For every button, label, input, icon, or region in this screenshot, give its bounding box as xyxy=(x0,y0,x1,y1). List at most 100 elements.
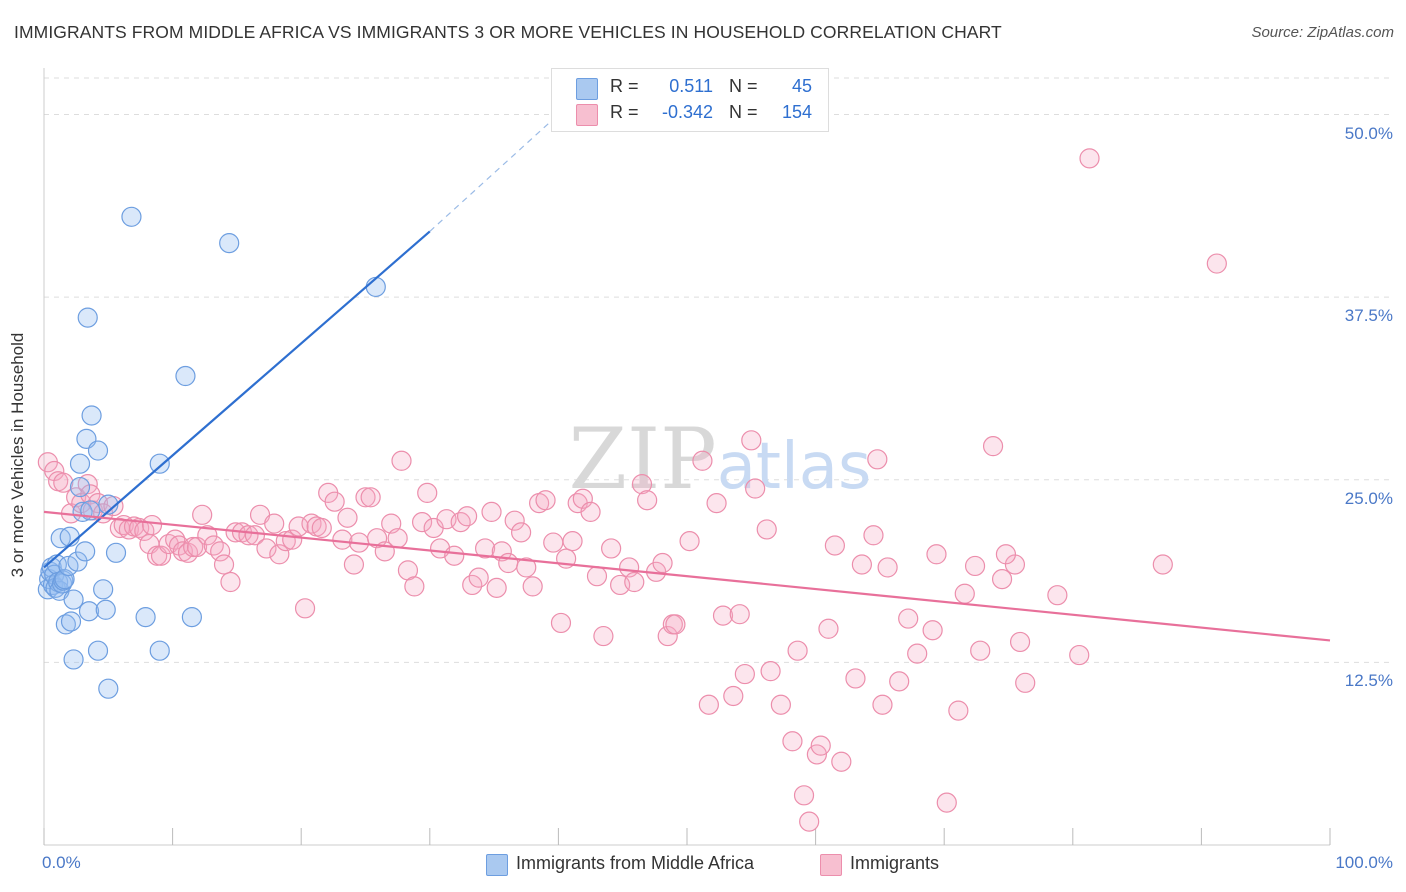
data-point-immigrants xyxy=(404,576,425,597)
data-point-immigrants xyxy=(1152,554,1173,575)
data-point-immigrants xyxy=(851,554,872,575)
legend-n-value: 154 xyxy=(781,102,812,122)
data-point-immigrants xyxy=(723,685,744,707)
data-point-immigrants xyxy=(964,555,986,577)
data-point-immigrants xyxy=(572,488,593,509)
data-point-immigrants xyxy=(637,490,658,511)
legend-n-value: 45 xyxy=(791,76,812,96)
data-point-immigrants xyxy=(444,545,465,566)
data-point-immigrants xyxy=(203,535,224,556)
trend-line-extension xyxy=(429,114,559,232)
data-point-immigrants xyxy=(593,625,614,647)
data-point-immigrants xyxy=(197,525,218,546)
data-point-immigrants xyxy=(504,510,525,531)
legend-swatch-pink xyxy=(576,104,598,126)
data-point-immigrants xyxy=(793,785,815,806)
data-point-middle-africa xyxy=(121,206,142,227)
data-point-immigrants xyxy=(343,554,365,575)
data-point-immigrants xyxy=(652,552,673,574)
data-point-immigrants xyxy=(818,618,839,639)
data-point-immigrants xyxy=(898,608,919,629)
data-point-immigrants xyxy=(522,576,543,597)
series-immigrants-from-middle-africa xyxy=(37,206,386,699)
trend-lines xyxy=(43,114,1331,642)
gridlines xyxy=(44,77,1392,663)
legend-n-label: N = xyxy=(729,102,758,122)
data-point-immigrants xyxy=(366,528,388,549)
data-point-immigrants xyxy=(53,472,74,493)
data-point-immigrants xyxy=(631,474,653,495)
data-point-immigrants xyxy=(311,517,332,539)
data-point-immigrants xyxy=(543,532,564,553)
data-point-immigrants xyxy=(1079,148,1100,169)
data-point-middle-africa xyxy=(95,599,116,620)
data-point-immigrants xyxy=(889,671,910,692)
data-point-middle-africa xyxy=(60,611,82,632)
data-point-immigrants xyxy=(192,504,213,525)
y-tick-label: 25.0% xyxy=(1344,488,1393,508)
chart-title: IMMIGRANTS FROM MIDDLE AFRICA VS IMMIGRA… xyxy=(14,22,1002,42)
x-tick-label: 100.0% xyxy=(1335,853,1393,872)
data-point-immigrants xyxy=(269,544,290,565)
data-point-immigrants xyxy=(220,571,241,593)
data-point-immigrants xyxy=(150,545,172,566)
data-point-immigrants xyxy=(877,557,898,578)
data-point-immigrants xyxy=(87,493,109,514)
data-point-immigrants xyxy=(787,640,808,661)
data-point-immigrants xyxy=(734,663,755,685)
data-point-immigrants xyxy=(712,605,734,626)
data-point-immigrants xyxy=(970,640,991,661)
data-point-immigrants xyxy=(954,583,975,604)
legend-r-value: -0.342 xyxy=(661,102,713,122)
data-point-immigrants xyxy=(948,700,969,721)
data-point-middle-africa xyxy=(181,606,202,628)
data-point-middle-africa xyxy=(175,365,196,387)
x-tick-label: 0.0% xyxy=(42,853,81,872)
data-point-immigrants xyxy=(456,506,478,527)
data-point-immigrants xyxy=(186,536,208,558)
watermark-text: ZIPatlas xyxy=(569,410,872,508)
chart-source: Source: ZipAtlas.com xyxy=(1251,24,1394,41)
legend-swatch-blue xyxy=(486,854,508,876)
trend-line-middle-africa xyxy=(43,230,431,569)
data-point-immigrants xyxy=(907,643,928,664)
data-point-middle-africa xyxy=(59,526,80,547)
legend-swatch-pink xyxy=(820,854,842,876)
axes xyxy=(43,68,1331,846)
data-point-middle-africa xyxy=(149,453,170,474)
data-point-middle-africa xyxy=(87,640,109,661)
data-point-middle-africa xyxy=(77,307,98,328)
data-point-immigrants xyxy=(810,735,831,756)
data-point-middle-africa xyxy=(75,541,96,562)
data-point-immigrants xyxy=(535,490,556,511)
data-point-immigrants xyxy=(294,598,316,619)
data-point-immigrants xyxy=(486,577,507,598)
legend-r-value: 0.511 xyxy=(669,76,713,96)
data-point-middle-africa xyxy=(69,476,91,498)
data-point-immigrants xyxy=(936,792,957,813)
data-point-immigrants xyxy=(580,501,601,523)
data-point-middle-africa xyxy=(98,678,119,699)
data-point-immigrants xyxy=(1009,631,1031,653)
data-point-immigrants xyxy=(417,482,438,504)
data-point-immigrants xyxy=(360,487,381,508)
data-point-immigrants xyxy=(1069,644,1090,666)
data-point-immigrants xyxy=(872,694,893,715)
data-point-immigrants xyxy=(831,751,852,772)
data-point-immigrants xyxy=(995,544,1017,565)
data-point-immigrants xyxy=(468,567,489,588)
data-point-immigrants xyxy=(845,668,866,689)
data-point-immigrants xyxy=(244,525,266,546)
correlation-legend: R = 0.511 N = 45 R = -0.342 N = 154 xyxy=(551,68,829,132)
data-point-immigrants xyxy=(282,529,303,550)
data-point-middle-africa xyxy=(135,606,156,628)
data-point-immigrants xyxy=(550,612,572,634)
data-point-immigrants xyxy=(238,525,259,546)
data-point-immigrants xyxy=(264,513,285,534)
data-point-immigrants xyxy=(867,449,888,470)
data-point-immigrants xyxy=(481,501,502,523)
data-point-immigrants xyxy=(391,450,412,471)
data-point-middle-africa xyxy=(63,589,84,610)
data-point-immigrants xyxy=(760,661,781,682)
